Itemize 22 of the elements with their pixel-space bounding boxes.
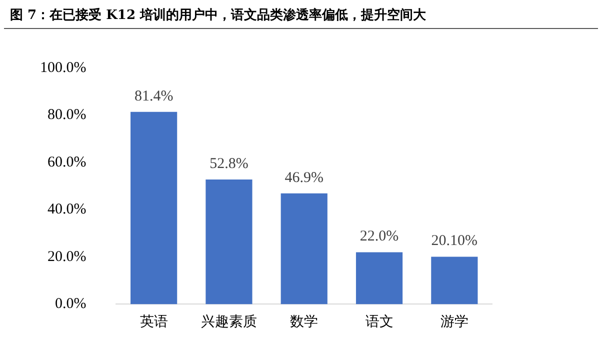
bar	[431, 256, 478, 304]
y-tick-label: 80.0%	[47, 107, 86, 124]
bar	[130, 112, 178, 304]
x-tick-label: 兴趣素质	[200, 314, 257, 330]
data-label: 22.0%	[360, 228, 399, 245]
y-tick-label: 20.0%	[47, 248, 86, 265]
x-tick-label: 语文	[365, 314, 394, 330]
y-tick-label: 0.0%	[54, 296, 86, 312]
chart-title: 图 7：在已接受 K12 培训的用户中，语文品类渗透率偏低，提升空间大	[4, 0, 598, 29]
y-tick-label: 100.0%	[40, 60, 86, 76]
data-label: 46.9%	[284, 170, 324, 186]
y-tick-label: 60.0%	[47, 154, 86, 170]
x-tick-label: 数学	[290, 314, 318, 330]
data-label: 81.4%	[134, 88, 174, 104]
bar	[280, 193, 328, 304]
data-label: 20.10%	[431, 233, 478, 250]
data-label: 52.8%	[210, 156, 248, 172]
y-tick-label: 40.0%	[47, 202, 86, 218]
x-tick-label: 游学	[440, 314, 468, 330]
bar	[206, 179, 252, 304]
bar	[356, 252, 403, 304]
x-tick-label: 英语	[140, 314, 168, 330]
